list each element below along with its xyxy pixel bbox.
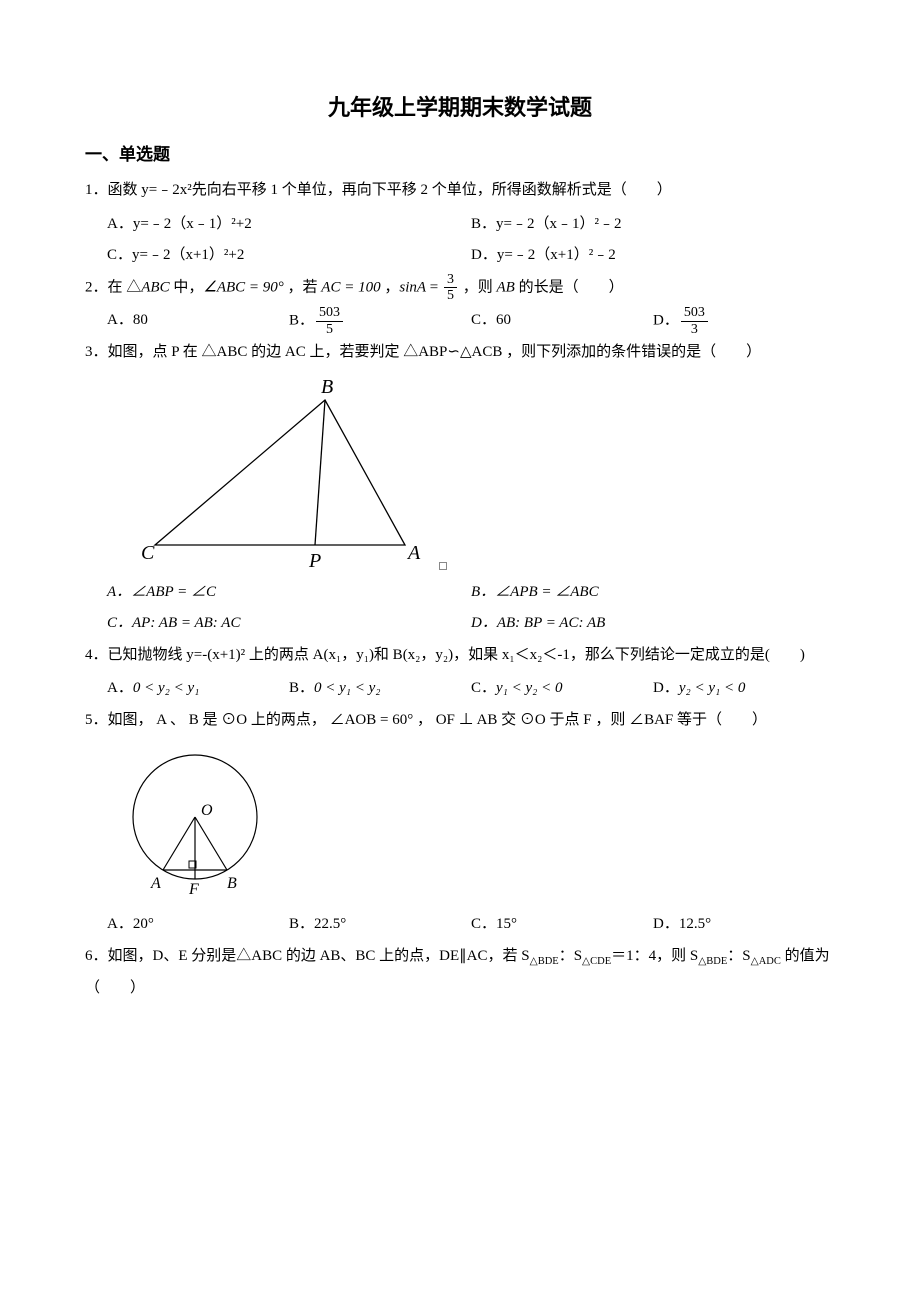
triangle-icon: B C P A — [135, 375, 425, 570]
q2-frac: 35 — [444, 272, 457, 304]
q4-option-d: D．y₂ < y₁ < 0 — [653, 673, 835, 705]
q1-option-b: B．y=﹣2（x﹣1）²﹣2 — [471, 209, 835, 241]
question-3-options-row1: A．∠ABP = ∠C B．∠APB = ∠ABC — [85, 577, 835, 609]
q2-d-den: 3 — [681, 322, 708, 337]
q4-b-pre: B． — [289, 680, 314, 696]
marker-icon — [439, 562, 447, 570]
question-6-stem: 6．如图，D、E 分别是△ABC 的边 AB、BC 上的点，DE∥AC，若 S△… — [85, 941, 835, 1005]
q2-b-den: 5 — [316, 322, 343, 337]
circle-icon: O A F B — [115, 742, 275, 902]
q5-option-d: D．12.5° — [653, 909, 835, 941]
q4-option-c: C．y₁ < y₂ < 0 — [471, 673, 653, 705]
q6-sub1: △BDE — [530, 956, 559, 967]
q5-label-f: F — [188, 881, 199, 898]
question-4-options: A．0 < y₂ < y₁ B．0 < y₁ < y₂ C．y₁ < y₂ < … — [85, 673, 835, 705]
q2-ac: AC = 100 — [321, 279, 380, 295]
q2-sin: sinA — [399, 279, 426, 295]
q2-frac-num: 3 — [444, 272, 457, 288]
q3-label-b: B — [321, 376, 333, 398]
q2-option-c: C．60 — [471, 305, 653, 337]
q6-sub2: △CDE — [582, 956, 611, 967]
q1-option-c: C．y=﹣2（x+1）²+2 — [107, 240, 471, 272]
question-5-options: A．20° B．22.5° C．15° D．12.5° — [85, 909, 835, 941]
q4-option-b: B．0 < y₁ < y₂ — [289, 673, 471, 705]
q2-angle: ∠ABC = 90° — [203, 279, 283, 295]
q2-d-frac: 5033 — [681, 305, 708, 337]
section-header-1: 一、单选题 — [85, 140, 835, 165]
q3-option-b: B．∠APB = ∠ABC — [471, 577, 835, 609]
question-2-stem: 2．在 △ABC 中，∠ABC = 90° ，若 AC = 100 ，sinA … — [85, 272, 835, 304]
q4-c-pre: C． — [471, 680, 496, 696]
q4-a-pre: A． — [107, 680, 133, 696]
q4-b-math: 0 < y₁ < y₂ — [314, 680, 381, 696]
q5-option-b: B．22.5° — [289, 909, 471, 941]
q3-label-p: P — [308, 550, 321, 570]
q2-abc: ABC — [141, 279, 169, 295]
question-2-options: A．80 B．5035 C．60 D．5033 — [85, 305, 835, 337]
q5-label-a: A — [150, 875, 161, 892]
q5-label-o: O — [201, 802, 213, 819]
q4-c-math: y₁ < y₂ < 0 — [496, 680, 563, 696]
q1-option-a: A．y=﹣2（x﹣1）²+2 — [107, 209, 471, 241]
q2-text-4: ， — [381, 279, 400, 295]
question-3-stem: 3．如图，点 P 在 △ABC 的边 AC 上，若要判定 △ABP∽△ACB ，… — [85, 337, 835, 369]
q4-d-pre: D． — [653, 680, 679, 696]
question-4-stem: 4．已知抛物线 y=-(x+1)² 上的两点 A(x₁，y₁)和 B(x₂，y₂… — [85, 640, 835, 672]
q2-d-label: D． — [653, 313, 679, 329]
q5-option-a: A．20° — [107, 909, 289, 941]
q2-text-1: 2．在 △ — [85, 279, 141, 295]
q5-label-b: B — [227, 875, 237, 892]
q2-b-num: 503 — [316, 305, 343, 321]
q2-b-label: B． — [289, 313, 314, 329]
q2-text-6: 的长是（ ） — [515, 279, 624, 295]
question-1-options-row1: A．y=﹣2（x﹣1）²+2 B．y=﹣2（x﹣1）²﹣2 — [85, 209, 835, 241]
q2-text-3: ，若 — [284, 279, 322, 295]
q3-label-a: A — [406, 542, 421, 564]
page-title: 九年级上学期期末数学试题 — [85, 90, 835, 122]
question-5-stem: 5．如图， A 、 B 是 ⊙O 上的两点， ∠AOB = 60° ， OF ⊥… — [85, 705, 835, 737]
q2-ab: AB — [497, 279, 515, 295]
q1-option-d: D．y=﹣2（x+1）²﹣2 — [471, 240, 835, 272]
question-1-options-row2: C．y=﹣2（x+1）²+2 D．y=﹣2（x+1）²﹣2 — [85, 240, 835, 272]
q2-d-num: 503 — [681, 305, 708, 321]
question-3-options-row2: C．AP: AB = AB: AC D．AB: BP = AC: AB — [85, 608, 835, 640]
q5-figure: O A F B — [85, 742, 835, 907]
q3-option-d: D．AB: BP = AC: AB — [471, 608, 835, 640]
q2-option-a: A．80 — [107, 305, 289, 337]
q2-frac-den: 5 — [444, 288, 457, 303]
question-1-stem: 1．函数 y=﹣2x²先向右平移 1 个单位，再向下平移 2 个单位，所得函数解… — [85, 175, 835, 207]
q6-sub4: △ADC — [751, 956, 781, 967]
q2-text-2: 中， — [170, 279, 204, 295]
q2-option-d: D．5033 — [653, 305, 835, 337]
q6-sub3: △BDE — [698, 956, 727, 967]
q4-a-math: 0 < y₂ < y₁ — [133, 680, 200, 696]
q4-option-a: A．0 < y₂ < y₁ — [107, 673, 289, 705]
q4-d-math: y₂ < y₁ < 0 — [679, 680, 746, 696]
q3-option-c: C．AP: AB = AB: AC — [107, 608, 471, 640]
q2-text-5: ，则 — [459, 279, 497, 295]
q2-eq: = — [426, 279, 442, 295]
q3-figure: B C P A — [85, 375, 835, 575]
q3-label-c: C — [141, 542, 155, 564]
q3-option-a: A．∠ABP = ∠C — [107, 577, 471, 609]
q2-b-frac: 5035 — [316, 305, 343, 337]
q5-option-c: C．15° — [471, 909, 653, 941]
q2-option-b: B．5035 — [289, 305, 471, 337]
